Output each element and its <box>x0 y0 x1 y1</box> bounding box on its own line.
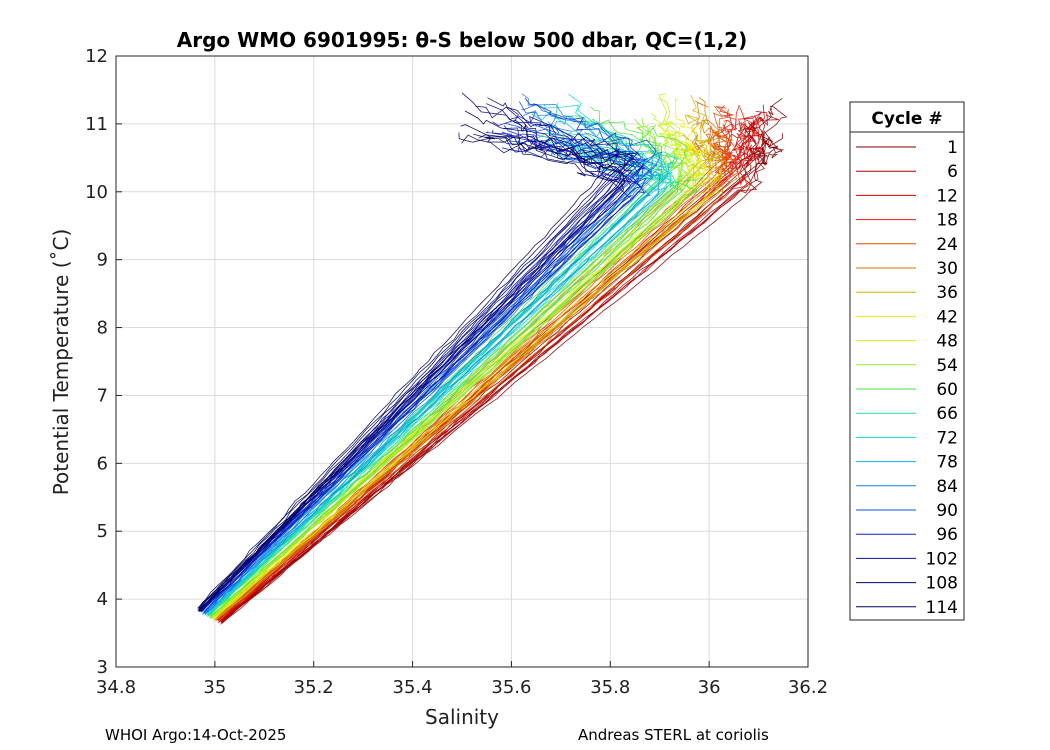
x-tick-label: 36 <box>698 677 721 698</box>
legend-box <box>849 101 965 621</box>
series-line-cycle-36 <box>213 148 720 622</box>
legend-entry-label: 102 <box>926 549 958 569</box>
legend-entry-label: 54 <box>936 356 958 376</box>
series-line-cycle-54 <box>209 117 705 619</box>
x-tick-label: 35.2 <box>294 677 334 698</box>
y-tick-label: 6 <box>97 453 108 474</box>
axes-box <box>115 55 809 668</box>
x-tick-label: 36.2 <box>788 677 828 698</box>
series-line-cycle-36 <box>214 123 722 620</box>
y-axis-label: Potential Temperature (˚C) <box>49 229 73 496</box>
legend-entry-label: 12 <box>936 186 958 206</box>
series-line-cycle-30 <box>215 134 713 621</box>
legend-entry-label: 90 <box>936 501 958 521</box>
footer-left: WHOI Argo:14-Oct-2025 <box>105 726 286 744</box>
legend-entry-label: 48 <box>936 332 958 352</box>
series-line-cycle-114 <box>197 124 628 611</box>
y-tick-label: 4 <box>97 589 108 610</box>
legend-entry-label: 72 <box>936 428 958 448</box>
series-line-cycle-1 <box>222 106 774 623</box>
legend-title: Cycle # <box>871 109 942 129</box>
legend-entry-label: 30 <box>936 259 958 279</box>
chart-title: Argo WMO 6901995: θ-S below 500 dbar, QC… <box>177 28 747 52</box>
x-axis-ticks: 34.8 35 35.2 35.4 35.6 35.8 36 36.2 <box>96 661 828 698</box>
y-tick-label: 7 <box>97 385 108 406</box>
legend-entry-label: 36 <box>936 283 958 303</box>
y-tick-label: 10 <box>85 182 108 203</box>
x-tick-label: 35.6 <box>491 677 531 698</box>
series-line-cycle-54 <box>210 145 698 616</box>
legend-entry-label: 114 <box>926 598 958 618</box>
footer-right: Andreas STERL at coriolis <box>578 726 769 744</box>
series-line-cycle-108 <box>198 92 626 610</box>
legend: Cycle # 1 6 12 18 24 30 36 42 48 54 60 66 72 78 84 90 96… <box>849 101 965 621</box>
legend-entry-label: 78 <box>936 453 958 473</box>
legend-entry-label: 108 <box>926 574 958 594</box>
legend-entries: 1 6 12 18 24 30 36 42 48 54 60 66 72 78 84 90 96 102 108 11… <box>856 138 958 618</box>
series-line-cycle-42 <box>213 143 722 620</box>
series-line-cycle-108 <box>198 105 639 612</box>
y-tick-label: 8 <box>97 318 108 339</box>
series-line-cycle-114 <box>197 132 619 609</box>
series-line-cycle-18 <box>217 119 738 621</box>
legend-entry-label: 84 <box>936 477 958 497</box>
x-tick-label: 35 <box>203 677 226 698</box>
x-tick-label: 35.8 <box>590 677 630 698</box>
y-tick-label: 3 <box>97 657 108 678</box>
legend-entry-label: 42 <box>936 307 958 327</box>
legend-entry-label: 60 <box>936 380 958 400</box>
legend-entry-label: 1 <box>947 138 958 158</box>
legend-entry-label: 24 <box>936 235 958 255</box>
series-line-cycle-24 <box>216 125 730 621</box>
series-lines <box>197 92 788 625</box>
y-tick-label: 12 <box>85 46 108 67</box>
series-line-cycle-114 <box>198 134 633 610</box>
legend-entry-label: 96 <box>936 525 958 545</box>
series-line-cycle-102 <box>199 119 632 612</box>
series-line-cycle-108 <box>200 134 625 611</box>
series-line-cycle-6 <box>218 119 758 623</box>
legend-entry-label: 6 <box>947 162 958 182</box>
y-tick-label: 11 <box>85 114 108 135</box>
series-line-cycle-114 <box>199 110 617 609</box>
series-line-cycle-78 <box>204 121 670 616</box>
series-line-cycle-108 <box>199 97 624 612</box>
plot-area: 34.8 35 35.2 35.4 35.6 35.8 36 36.2 3 4 5 6 7 8 9 10 11… <box>85 46 828 698</box>
x-tick-label: 34.8 <box>96 677 136 698</box>
y-tick-label: 9 <box>97 250 108 271</box>
x-tick-label: 35.4 <box>393 677 433 698</box>
series-line-cycle-6 <box>220 122 756 623</box>
legend-entry-label: 66 <box>936 404 958 424</box>
series-line-cycle-96 <box>200 147 644 612</box>
legend-entry-label: 18 <box>936 211 958 231</box>
series-line-cycle-54 <box>209 125 692 619</box>
y-tick-label: 5 <box>97 521 108 542</box>
y-axis-ticks: 3 4 5 6 7 8 9 10 11 12 <box>85 46 122 678</box>
series-line-cycle-114 <box>198 133 622 612</box>
x-axis-label: Salinity <box>425 705 499 729</box>
series-line-cycle-54 <box>210 125 684 615</box>
series-line-cycle-72 <box>205 103 672 617</box>
